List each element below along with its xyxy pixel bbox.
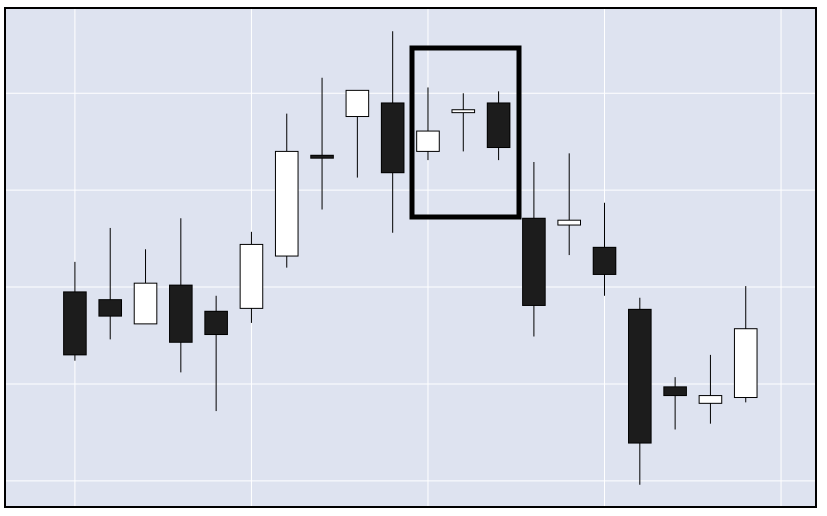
candle-body: [486, 102, 511, 149]
candle-body: [698, 395, 723, 404]
candle-body: [592, 246, 617, 275]
candle-body: [628, 308, 652, 444]
candle-body: [733, 328, 758, 399]
candle-body: [522, 217, 546, 306]
candle-body: [310, 154, 334, 159]
candle-body: [63, 291, 87, 356]
candle-body: [239, 243, 264, 309]
plot-frame: [4, 7, 817, 508]
highlight-box: [409, 45, 522, 220]
candle-body: [204, 310, 228, 336]
candle-body: [133, 282, 158, 325]
candle-body: [451, 109, 476, 114]
candle-body: [345, 89, 370, 118]
candle-body: [274, 150, 299, 257]
candle-body: [663, 386, 687, 397]
candle-body: [98, 299, 123, 317]
candle-body: [416, 130, 440, 152]
candle-body: [557, 219, 582, 226]
plot-layer: [5, 8, 816, 507]
candle-body: [169, 284, 193, 343]
candle-body: [380, 102, 405, 174]
